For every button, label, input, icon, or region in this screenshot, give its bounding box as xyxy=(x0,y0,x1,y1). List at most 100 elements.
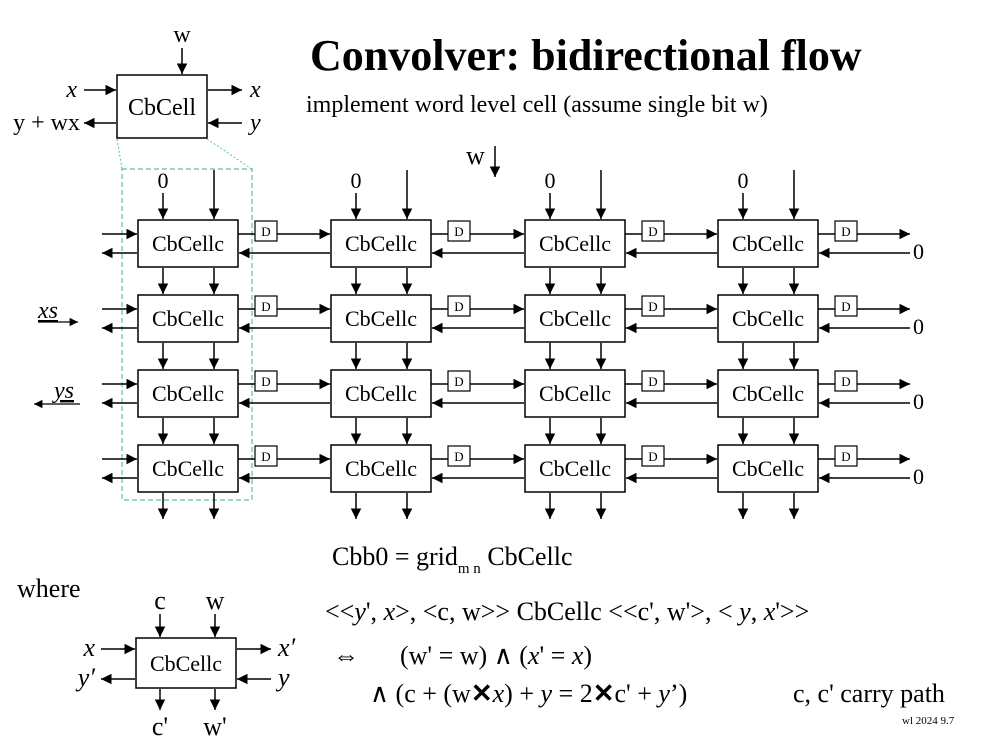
top-cbcell-diagram: CbCell w x x y + wx y xyxy=(13,22,261,170)
grid-cell-label: CbCellc xyxy=(152,231,224,256)
where-label: where xyxy=(17,574,81,603)
delay-box xyxy=(447,220,471,242)
delay-label: D xyxy=(841,374,850,389)
delay-label: D xyxy=(454,299,463,314)
delay-box xyxy=(641,445,665,467)
grid-cell-label: CbCellc xyxy=(152,381,224,406)
delay-label: D xyxy=(261,299,270,314)
delay-box xyxy=(447,445,471,467)
top-cell-y-out-label: y + wx xyxy=(13,110,80,136)
grid-cell-label: CbCellc xyxy=(345,381,417,406)
bottom-cell-box xyxy=(135,637,237,689)
grid-top-zero: 0 xyxy=(738,168,749,193)
grid-cell xyxy=(524,444,626,493)
bottom-cell-c-out-label: c' xyxy=(152,712,168,741)
bottom-cell-c-label: c xyxy=(154,586,166,615)
delay-box xyxy=(834,295,858,317)
delay-box xyxy=(641,295,665,317)
grid-right-zero: 0 xyxy=(913,389,924,414)
slide-subtitle: implement word level cell (assume single… xyxy=(306,92,768,118)
grid-cell-label: CbCellc xyxy=(152,306,224,331)
delay-box xyxy=(834,220,858,242)
delay-box xyxy=(641,220,665,242)
grid-right-zero: 0 xyxy=(913,239,924,264)
bottom-cell-x-in-label: x xyxy=(82,633,95,662)
grid-cell xyxy=(330,294,432,343)
grid-top-zero: 0 xyxy=(545,168,556,193)
slide-title: Convolver: bidirectional flow xyxy=(310,31,862,80)
delay-box xyxy=(447,295,471,317)
delay-box xyxy=(834,445,858,467)
grid-cell-label: CbCellc xyxy=(539,306,611,331)
delay-box xyxy=(447,370,471,392)
delay-label: D xyxy=(841,224,850,239)
grid-cell-label: CbCellc xyxy=(539,456,611,481)
delay-label: D xyxy=(261,449,270,464)
grid-cell xyxy=(524,369,626,418)
carry-path-note: c, c' carry path xyxy=(793,679,945,708)
delay-label: D xyxy=(841,449,850,464)
delay-label: D xyxy=(454,224,463,239)
column-highlight xyxy=(121,168,253,501)
grid-cell xyxy=(524,219,626,268)
delay-label: D xyxy=(454,374,463,389)
grid-cell xyxy=(137,219,239,268)
delay-box xyxy=(254,220,278,242)
grid-top-zero: 0 xyxy=(158,168,169,193)
grid-cell xyxy=(717,219,819,268)
grid-cell xyxy=(330,369,432,418)
formula-line-3: ∧ (c + (w✕x) + y = 2✕c' + y’) xyxy=(370,679,687,708)
grid-cell-label: CbCellc xyxy=(152,456,224,481)
delay-box xyxy=(641,370,665,392)
bottom-cell-x-out-label: x′ xyxy=(277,633,296,662)
delay-box xyxy=(254,445,278,467)
grid-cell-label: CbCellc xyxy=(539,381,611,406)
grid-cell xyxy=(717,294,819,343)
delay-label: D xyxy=(648,299,657,314)
bottom-cell-y-in-label: y xyxy=(275,663,290,692)
top-cell-box xyxy=(116,74,208,139)
formula-line-2: (w' = w) ∧ (x' = x) xyxy=(400,641,592,670)
grid-cell xyxy=(330,444,432,493)
grid-cell-label: CbCellc xyxy=(345,306,417,331)
grid-equation: Cbb0 = gridm n CbCellc xyxy=(332,542,573,577)
grid-cell-label: CbCellc xyxy=(732,456,804,481)
grid-cell xyxy=(137,369,239,418)
grid-cell xyxy=(137,444,239,493)
grid-right-zero: 0 xyxy=(913,314,924,339)
delay-box xyxy=(834,370,858,392)
grid-cell xyxy=(717,369,819,418)
delay-label: D xyxy=(648,374,657,389)
delay-label: D xyxy=(648,224,657,239)
top-cell-x-in-label: x xyxy=(65,77,77,103)
delay-label: D xyxy=(454,449,463,464)
grid-cell xyxy=(717,444,819,493)
grid-w-label: w xyxy=(466,141,485,170)
grid-cell-label: CbCellc xyxy=(345,231,417,256)
grid-cell xyxy=(137,294,239,343)
bottom-cbcellc-diagram: CbCellc c w c' w' x y′ x′ y xyxy=(75,586,296,741)
delay-label: D xyxy=(648,449,657,464)
bottom-cell-w-out-label: w' xyxy=(203,712,226,741)
delay-box xyxy=(254,295,278,317)
top-cell-x-out-label: x xyxy=(249,77,261,103)
grid-cell xyxy=(330,219,432,268)
grid-cell-label: CbCellc xyxy=(539,231,611,256)
grid-cell-label: CbCellc xyxy=(732,381,804,406)
grid-top-zero: 0 xyxy=(351,168,362,193)
grid-cell xyxy=(524,294,626,343)
xs-label: xs xyxy=(37,298,58,324)
bottom-cell-w-label: w xyxy=(206,586,225,615)
formula-line-1: <<y', x>, <c, w>> CbCellc <<c', w'>, < y… xyxy=(325,597,809,626)
footer-text: wl 2024 9.7 xyxy=(902,715,955,727)
bottom-cell-label: CbCellc xyxy=(150,651,222,676)
delay-label: D xyxy=(261,224,270,239)
delay-label: D xyxy=(841,299,850,314)
zoom-line-right xyxy=(206,138,253,170)
top-cell-w-label: w xyxy=(173,22,191,48)
formula-iff: ⇔ xyxy=(333,641,359,670)
grid-cell-label: CbCellc xyxy=(345,456,417,481)
ys-label: ys xyxy=(52,378,74,404)
